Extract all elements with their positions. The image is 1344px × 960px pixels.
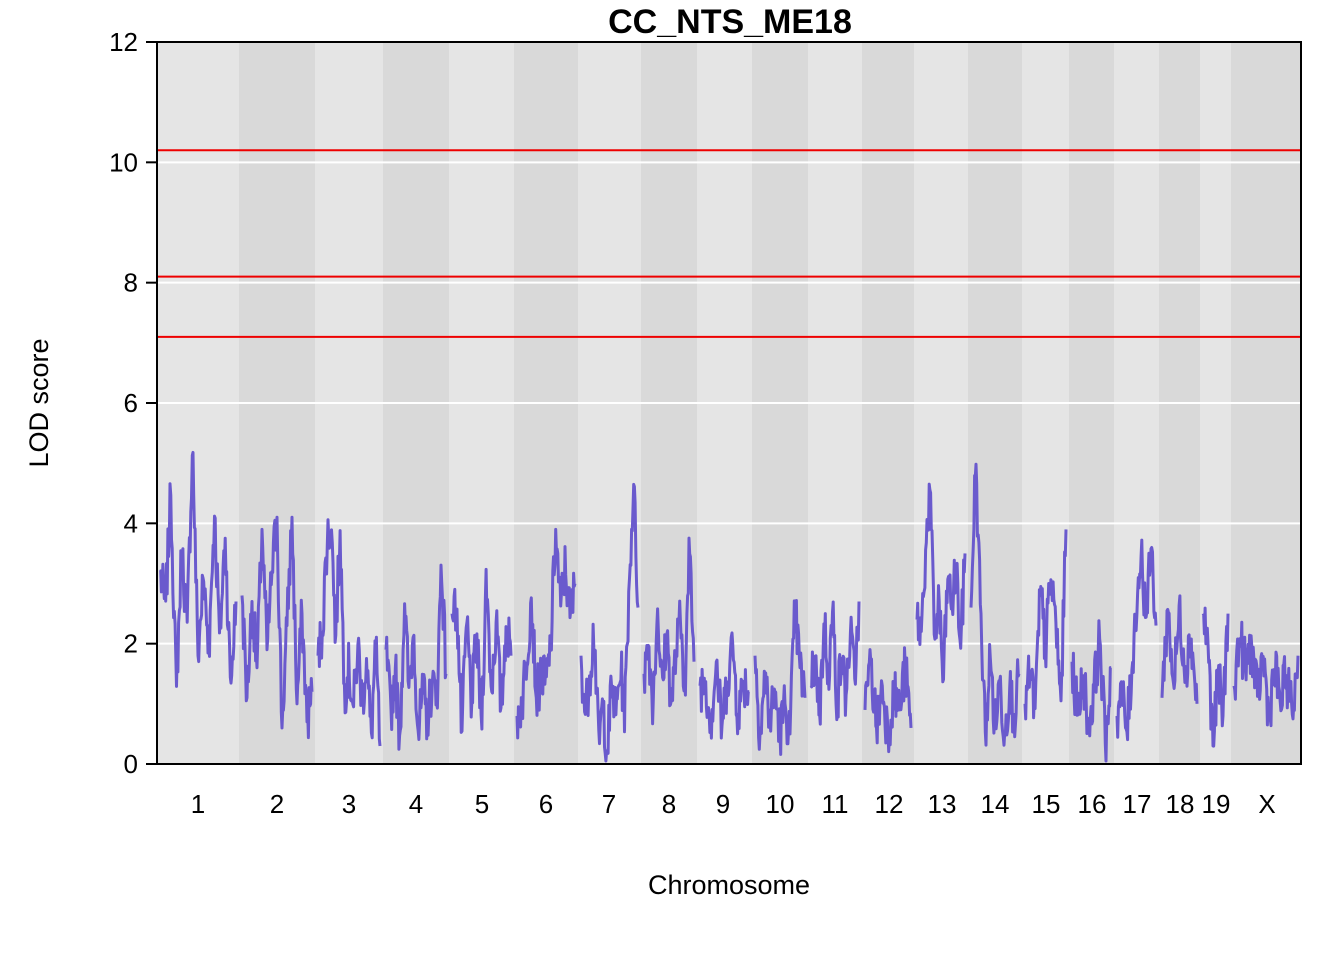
- y-tick-label: 8: [124, 268, 138, 298]
- y-tick-label: 10: [109, 147, 138, 177]
- x-tick-label-chr-14: 14: [981, 789, 1010, 819]
- x-axis-label: Chromosome: [648, 870, 810, 900]
- lod-curve-chr-14: [969, 462, 1021, 747]
- x-axis-chromosome-labels: 1 2 3 4 5 6 7 8 9 10 11 12 13 14 15 16 17 18 19 X: [191, 789, 1276, 819]
- x-tick-label-chr-7: 7: [602, 789, 616, 819]
- y-tick-label: 6: [124, 388, 138, 418]
- x-tick-label-chr-15: 15: [1032, 789, 1061, 819]
- lod-curve-chr-1: [159, 450, 238, 688]
- x-tick-label-chr-2: 2: [270, 789, 284, 819]
- x-tick-label-chr-16: 16: [1078, 789, 1107, 819]
- y-tick-label: 4: [124, 508, 138, 538]
- x-tick-label-chr-6: 6: [539, 789, 553, 819]
- x-tick-label-chr-10: 10: [766, 789, 795, 819]
- lod-curve-chr-7: [579, 482, 640, 763]
- x-tick-label-chr-5: 5: [475, 789, 489, 819]
- lod-curve-chr-10: [753, 599, 807, 756]
- y-axis-label: LOD score: [24, 338, 54, 467]
- lod-curve-chr-5: [450, 567, 513, 734]
- lod-curve-chr-16: [1070, 619, 1112, 763]
- x-tick-label-chr-3: 3: [342, 789, 356, 819]
- lod-curve-chr-17: [1115, 538, 1158, 742]
- lod-curve-chr-19: [1201, 606, 1230, 748]
- lod-curve-chr-15: [1023, 529, 1068, 721]
- lod-curve-chr-9: [698, 631, 750, 740]
- lod-curve-chr-4: [384, 563, 448, 751]
- lod-curve-chr-6: [515, 527, 577, 740]
- lod-curve-chr-13: [915, 482, 967, 684]
- lod-curve-chr-11: [809, 600, 861, 726]
- lod-curve-chr-18: [1160, 594, 1199, 704]
- y-tick-label: 0: [124, 749, 138, 779]
- lod-curve-chr-3: [316, 518, 382, 747]
- x-tick-label-chr-4: 4: [409, 789, 423, 819]
- y-tick-label: 2: [124, 629, 138, 659]
- x-tick-label-chr-19: 19: [1202, 789, 1231, 819]
- x-tick-label-chr-1: 1: [191, 789, 205, 819]
- threshold-lines: [157, 149, 1301, 338]
- x-tick-label-chr-X: X: [1258, 789, 1275, 819]
- lod-curve-chr-2: [240, 515, 314, 740]
- lod-curve-chr-8: [642, 536, 696, 726]
- x-tick-label-chr-17: 17: [1123, 789, 1152, 819]
- x-tick-label-chr-11: 11: [822, 789, 849, 819]
- x-tick-label-chr-12: 12: [875, 789, 904, 819]
- lod-curve-chr-12: [863, 646, 913, 754]
- y-tick-label: 12: [109, 27, 138, 57]
- lod-curve-series: [159, 450, 1300, 763]
- y-axis: 0 2 4 6 8 10 12: [109, 27, 158, 779]
- x-tick-label-chr-13: 13: [928, 789, 957, 819]
- chart-title: CC_NTS_ME18: [608, 3, 852, 41]
- x-tick-label-chr-8: 8: [662, 789, 676, 819]
- x-tick-label-chr-18: 18: [1166, 789, 1195, 819]
- x-tick-label-chr-9: 9: [716, 789, 730, 819]
- lod-curve-chr-X: [1232, 620, 1300, 728]
